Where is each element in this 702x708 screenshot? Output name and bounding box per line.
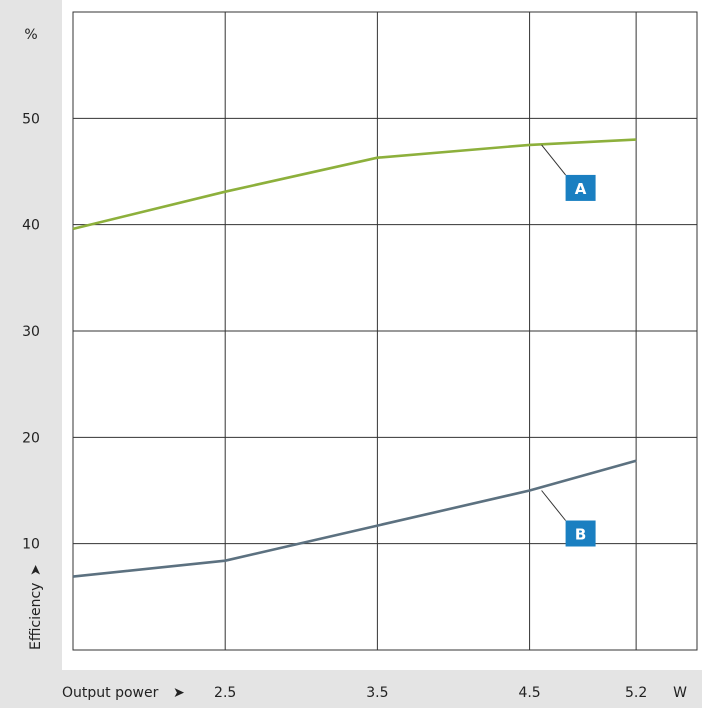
callout-leader-B [541, 490, 566, 521]
x-unit-label: W [673, 685, 687, 701]
callouts-layer: AB [541, 144, 596, 547]
plot-border [72, 11, 698, 651]
y-axis-title: Efficiency [28, 583, 44, 650]
x-axis-title: Output power [62, 685, 159, 701]
y-tick-label-10: 10 [22, 537, 40, 553]
y-axis-panel [0, 0, 62, 708]
series-line-A [72, 138, 637, 231]
x-tick-label-5.2: 5.2 [625, 685, 647, 701]
y-tick-label-40: 40 [22, 218, 40, 234]
x-axis-panel [0, 670, 702, 708]
y-unit-label: % [24, 27, 37, 43]
callout-label-B: B [575, 526, 586, 544]
plot-frame [72, 11, 698, 651]
y-axis-arrow: ➤ [28, 564, 44, 576]
tick-labels: 10 20 30 40 50 2.5 3.5 4.5 5.2 [22, 111, 647, 701]
grid [72, 12, 697, 650]
series-line-B [72, 459, 637, 578]
y-tick-label-20: 20 [22, 430, 40, 446]
x-tick-label-3.5: 3.5 [366, 685, 388, 701]
y-tick-label-30: 30 [22, 324, 40, 340]
series-layer [72, 138, 637, 578]
callout-leader-A [541, 144, 566, 176]
callout-box-A [565, 174, 596, 201]
callout-label-A: A [575, 180, 587, 198]
x-tick-label-4.5: 4.5 [518, 685, 540, 701]
x-axis-arrow: ➤ [173, 685, 185, 701]
x-tick-label-2.5: 2.5 [214, 685, 236, 701]
callout-box-B [565, 520, 596, 547]
y-tick-label-50: 50 [22, 111, 40, 127]
